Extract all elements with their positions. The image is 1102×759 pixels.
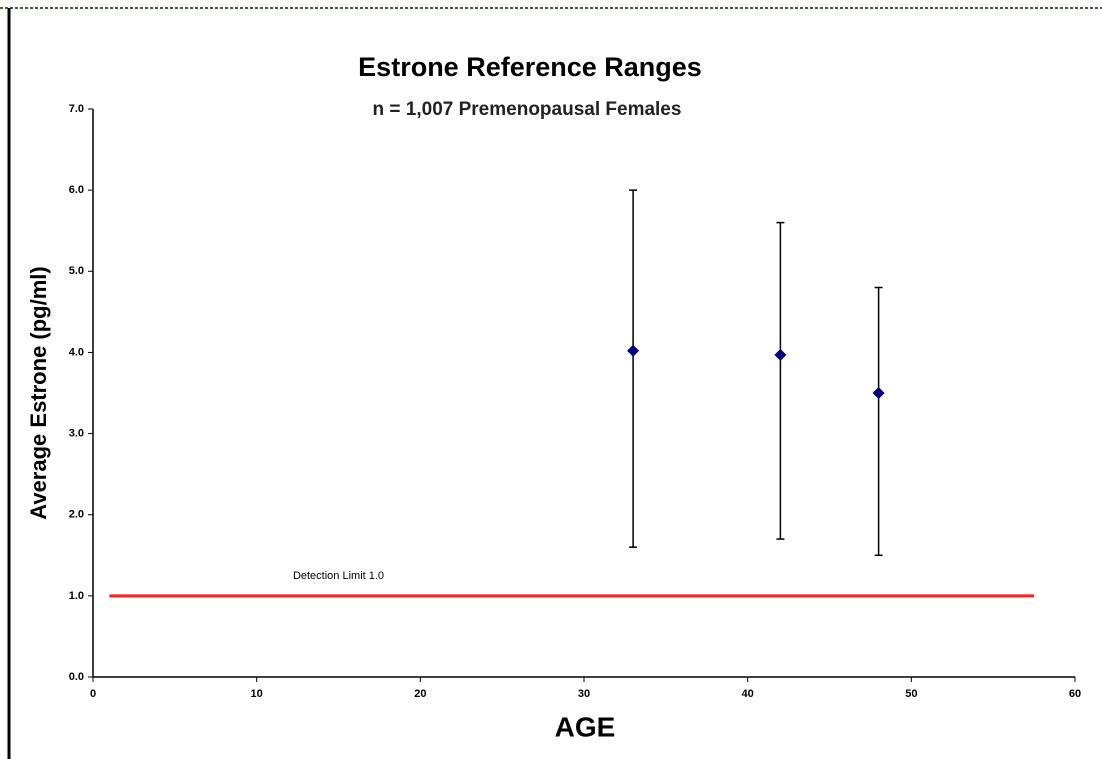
y-tick-label: 3.0	[69, 427, 84, 439]
point	[872, 387, 885, 399]
y-tick-label: 1.0	[69, 590, 84, 602]
x-tick-label: 60	[1069, 688, 1081, 700]
y-tick-label: 4.0	[69, 346, 84, 358]
y-tick-label: 6.0	[69, 184, 84, 196]
x-tick-label: 0	[90, 688, 96, 700]
x-tick-label: 40	[742, 688, 754, 700]
chart-title: Estrone Reference Ranges	[358, 52, 702, 82]
x-tick-label: 10	[251, 688, 263, 700]
detection-limit-label: Detection Limit 1.0	[293, 570, 384, 582]
x-tick-label: 30	[578, 688, 590, 700]
chart-subtitle: n = 1,007 Premenopausal Females	[373, 99, 682, 120]
y-tick-label: 7.0	[69, 103, 84, 115]
x-axis-label: AGE	[555, 711, 616, 742]
x-tick-label: 20	[414, 688, 426, 700]
point	[627, 344, 640, 357]
x-tick-label: 50	[905, 688, 917, 700]
y-tick-label: 0.0	[69, 671, 84, 683]
y-tick-label: 5.0	[69, 265, 84, 277]
y-tick-label: 2.0	[69, 509, 84, 521]
y-axis-label: Average Estrone (pg/ml)	[26, 266, 51, 519]
point	[774, 348, 787, 361]
